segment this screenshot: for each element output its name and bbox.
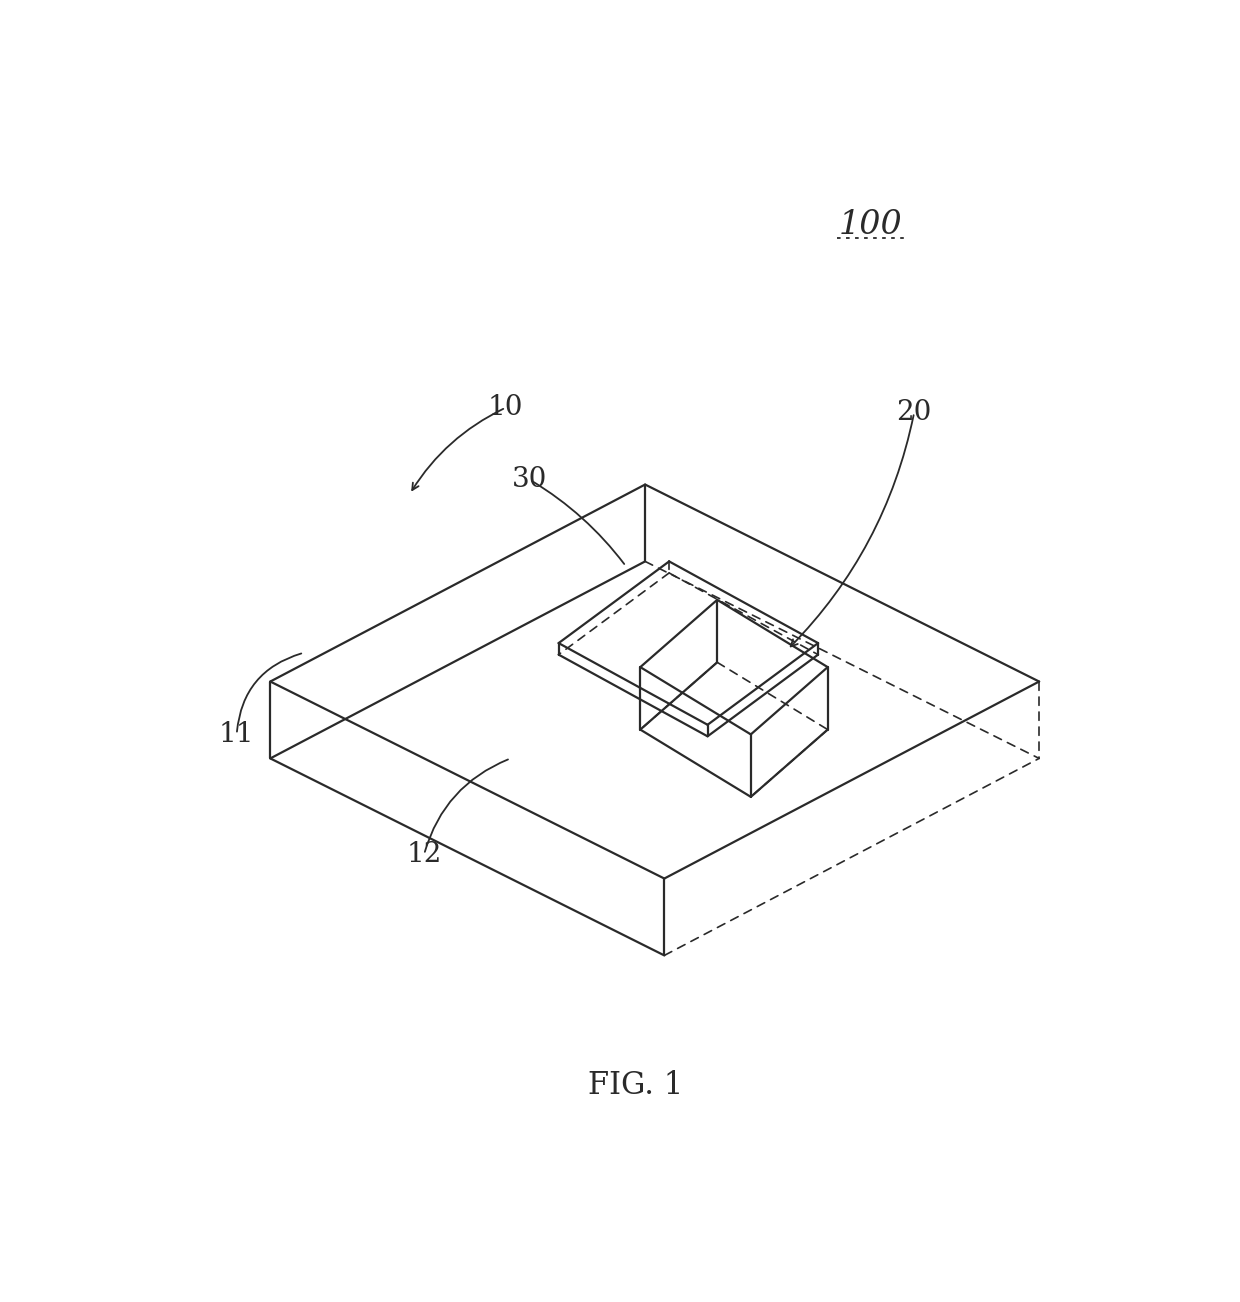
- Text: 30: 30: [512, 466, 548, 493]
- Text: 12: 12: [407, 841, 441, 868]
- Text: 100: 100: [839, 210, 903, 241]
- Text: 11: 11: [219, 721, 254, 747]
- Text: 20: 20: [897, 398, 932, 426]
- Text: 10: 10: [489, 395, 523, 421]
- Text: FIG. 1: FIG. 1: [588, 1070, 683, 1100]
